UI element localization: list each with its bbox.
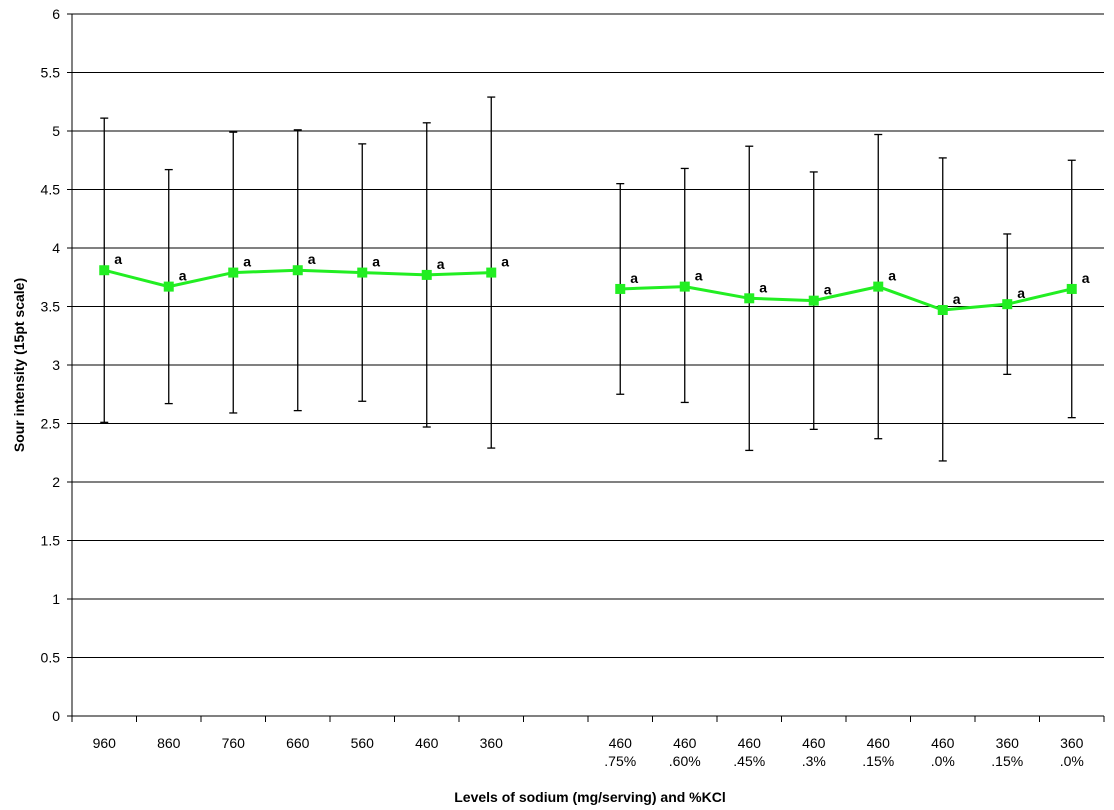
data-point: [808, 295, 819, 306]
significance-label: a: [888, 268, 896, 284]
significance-labels: a a a a a a a a a a a a a a a: [114, 251, 1090, 307]
significance-label: a: [179, 268, 187, 284]
data-point: [937, 305, 948, 316]
x-tick-label: .60%: [669, 753, 701, 769]
x-tick-label: .15%: [991, 753, 1023, 769]
x-tick-label: 460: [609, 735, 633, 751]
y-tick-label: 3.5: [41, 299, 61, 315]
x-tick-label: .75%: [604, 753, 636, 769]
significance-label: a: [953, 291, 961, 307]
x-tick-label: 360: [480, 735, 504, 751]
x-tick-label: 460: [738, 735, 762, 751]
x-tick-label: 660: [286, 735, 310, 751]
x-tick-label: .15%: [862, 753, 894, 769]
data-point: [421, 269, 432, 280]
x-axis: 960 860 760 660 560 460 360 460 .75% 460 .60% 460 .4…: [71, 715, 1105, 769]
significance-label: a: [695, 268, 703, 284]
significance-label: a: [759, 279, 767, 295]
series-line: [620, 285, 1073, 312]
significance-label: a: [1017, 285, 1025, 301]
y-tick-label: 4.5: [41, 182, 61, 198]
x-tick-label: 760: [222, 735, 246, 751]
x-tick-label: .0%: [1060, 753, 1084, 769]
x-tick-label: .0%: [931, 753, 955, 769]
significance-label: a: [501, 254, 509, 270]
y-tick-label: 2.5: [41, 416, 61, 432]
data-point: [873, 281, 884, 292]
x-tick-label: 960: [93, 735, 117, 751]
x-axis-title: Levels of sodium (mg/serving) and %KCl: [454, 789, 726, 805]
x-tick-label: 460: [931, 735, 955, 751]
x-tick-label: 460: [673, 735, 697, 751]
x-tick-label: 460: [867, 735, 891, 751]
significance-label: a: [243, 254, 251, 270]
y-tick-label: 0: [52, 708, 60, 724]
data-point: [357, 267, 368, 278]
x-tick-label: 860: [157, 735, 181, 751]
x-tick-label: 460: [415, 735, 439, 751]
gridlines: [72, 13, 1104, 658]
significance-label: a: [372, 254, 380, 270]
significance-label: a: [824, 282, 832, 298]
y-tick-label: 1: [52, 591, 60, 607]
data-point: [744, 293, 755, 304]
data-point: [1066, 283, 1077, 294]
x-tick-label: 360: [996, 735, 1020, 751]
data-point: [1002, 299, 1013, 310]
y-tick-label: 4: [52, 240, 60, 256]
x-tick-label: 560: [351, 735, 375, 751]
series-lines: [103, 268, 1073, 312]
data-point: [292, 265, 303, 276]
data-point: [615, 283, 626, 294]
significance-label: a: [1082, 270, 1090, 286]
data-point: [163, 281, 174, 292]
y-tick-label: 6: [52, 6, 60, 22]
significance-label: a: [437, 256, 445, 272]
significance-label: a: [308, 251, 316, 267]
significance-label: a: [114, 251, 122, 267]
y-tick-label: 5: [52, 123, 60, 139]
y-axis-title: Sour intensity (15pt scale): [11, 278, 27, 452]
y-axis: 0 0.5 1 1.5 2 2.5 3 3.5 4 4.5 5 5.5 6: [41, 6, 73, 724]
y-tick-label: 0.5: [41, 650, 61, 666]
x-tick-label: .45%: [733, 753, 765, 769]
error-bars: [100, 96, 1076, 462]
data-point: [228, 267, 239, 278]
data-points: [99, 265, 1077, 316]
y-tick-label: 1.5: [41, 533, 61, 549]
x-tick-label: 360: [1060, 735, 1084, 751]
significance-label: a: [630, 270, 638, 286]
x-tick-label: .3%: [802, 753, 826, 769]
data-point: [679, 281, 690, 292]
y-tick-label: 5.5: [41, 65, 61, 81]
data-point: [486, 267, 497, 278]
y-tick-label: 2: [52, 474, 60, 490]
y-tick-label: 3: [52, 357, 60, 373]
x-tick-label: 460: [802, 735, 826, 751]
data-point: [99, 265, 110, 276]
